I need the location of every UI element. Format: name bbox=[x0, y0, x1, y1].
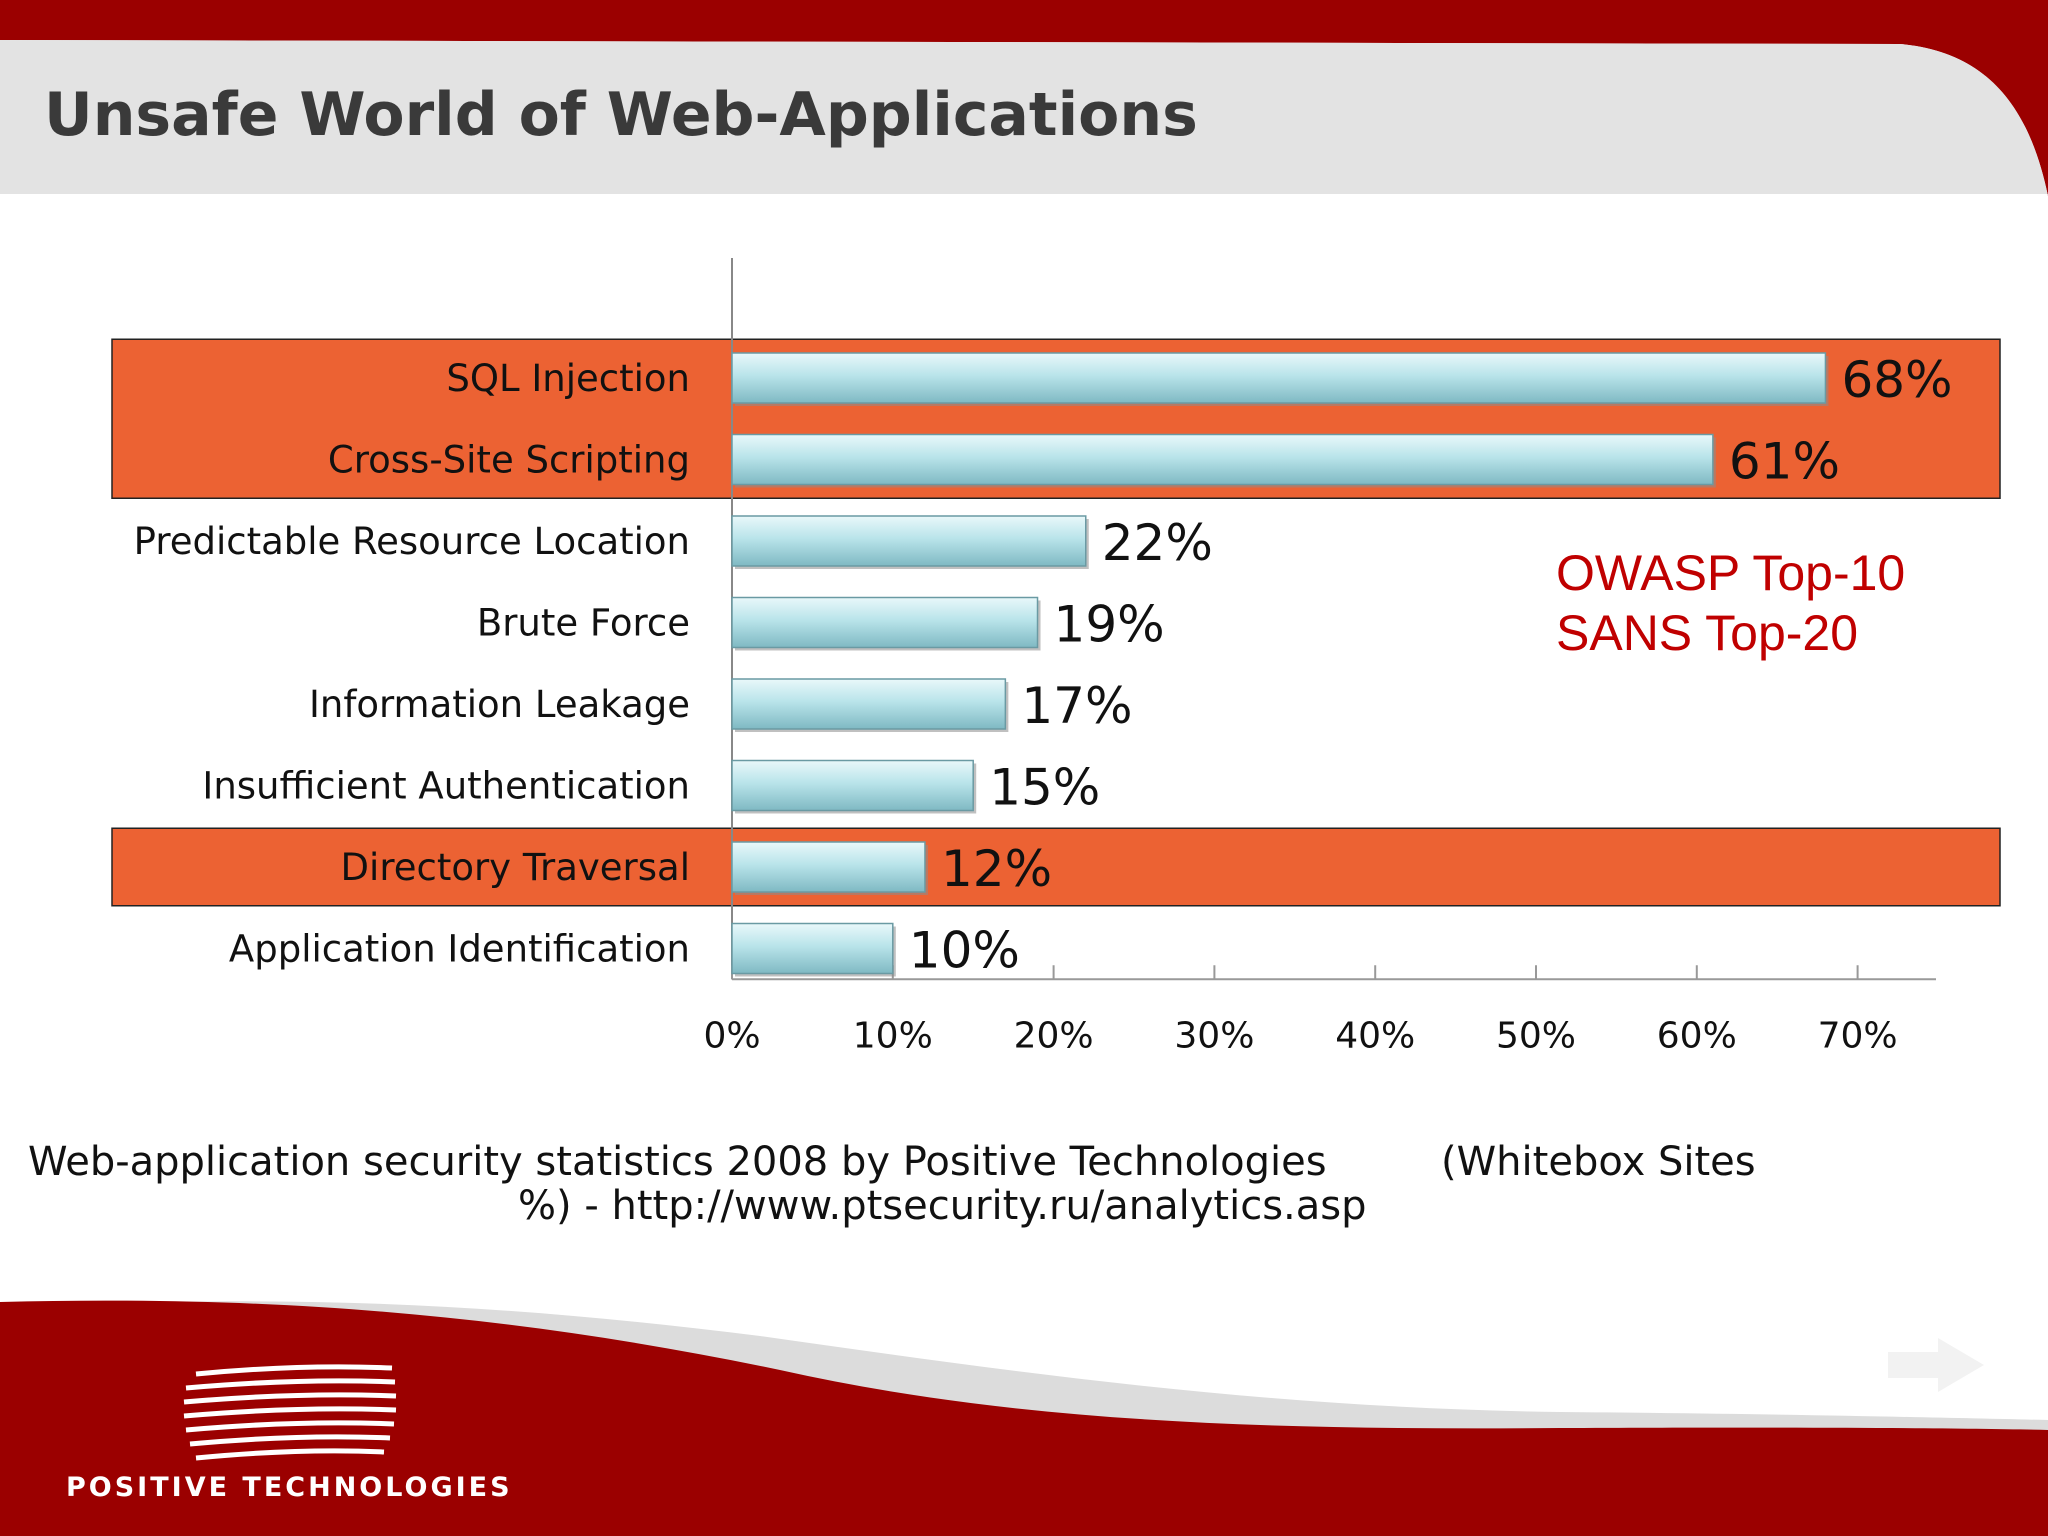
x-tick-label: 40% bbox=[1335, 1015, 1415, 1056]
x-tick-label: 20% bbox=[1014, 1015, 1094, 1056]
bar bbox=[731, 596, 1039, 649]
category-label: Insufficient Authentication bbox=[202, 765, 690, 808]
source-caption: Web-application security statistics 2008… bbox=[28, 1140, 1788, 1228]
highlight-band bbox=[111, 827, 2001, 907]
value-label: 19% bbox=[1054, 596, 1165, 654]
bar bbox=[731, 922, 894, 975]
bar bbox=[731, 841, 926, 893]
x-tick-label: 10% bbox=[853, 1015, 933, 1056]
value-label: 15% bbox=[989, 759, 1100, 817]
category-label: Brute Force bbox=[477, 602, 690, 645]
value-label: 22% bbox=[1102, 514, 1213, 572]
bar bbox=[731, 433, 1714, 486]
category-label: Application Identification bbox=[229, 928, 690, 971]
bar-chart: 0% 10% 20% 30% 40% 50% 60% 70% SQL Injection 68% C… bbox=[111, 258, 2001, 1056]
sans-note: SANS Top-20 bbox=[1556, 605, 1859, 661]
value-label: 12% bbox=[941, 840, 1052, 898]
value-label: 10% bbox=[909, 922, 1020, 980]
positive-technologies-logo bbox=[183, 1364, 397, 1461]
bar bbox=[731, 678, 1007, 730]
category-label: SQL Injection bbox=[446, 357, 690, 400]
category-label: Directory Traversal bbox=[341, 846, 690, 889]
bar bbox=[731, 352, 1827, 404]
value-label: 61% bbox=[1729, 433, 1840, 491]
category-label: Cross-Site Scripting bbox=[328, 439, 690, 482]
caption-line-1: Web-application security statistics 2008… bbox=[28, 1139, 1756, 1185]
x-tick-label: 60% bbox=[1657, 1015, 1737, 1056]
x-tick-label: 0% bbox=[703, 1015, 760, 1056]
bar bbox=[731, 759, 974, 812]
brand-wordmark: POSITIVE TECHNOLOGIES bbox=[66, 1472, 513, 1503]
value-label: 68% bbox=[1841, 351, 1952, 409]
footer-banner bbox=[0, 1300, 2048, 1536]
caption-line-2: %) - http://www.ptsecurity.ru/analytics.… bbox=[518, 1183, 1367, 1229]
category-label: Predictable Resource Location bbox=[134, 520, 690, 563]
category-label: Information Leakage bbox=[309, 683, 690, 726]
x-tick-label: 70% bbox=[1818, 1015, 1898, 1056]
x-tick-label: 30% bbox=[1174, 1015, 1254, 1056]
next-slide-arrow-icon[interactable] bbox=[1886, 1336, 1986, 1394]
owasp-note: OWASP Top-10 bbox=[1556, 545, 1906, 601]
x-tick-label: 50% bbox=[1496, 1015, 1576, 1056]
bar bbox=[731, 515, 1087, 567]
header-banner bbox=[0, 0, 2048, 200]
slide-title: Unsafe World of Web-Applications bbox=[44, 80, 1198, 150]
value-label: 17% bbox=[1021, 677, 1132, 735]
